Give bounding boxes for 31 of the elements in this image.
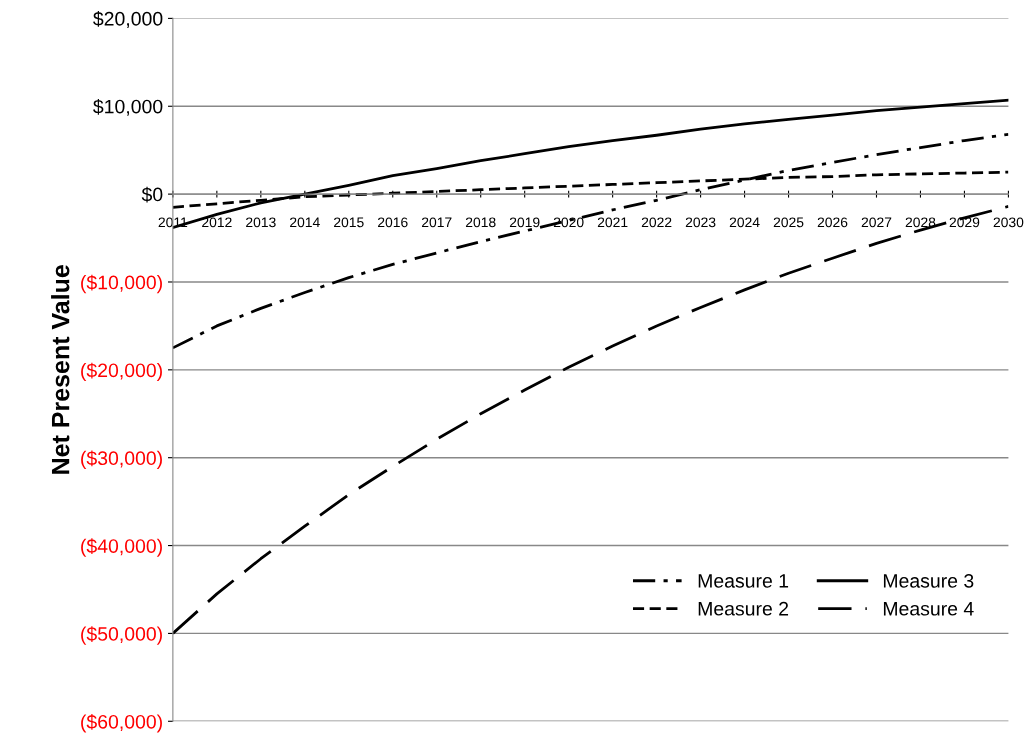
- x-tick-label: 2015: [334, 217, 364, 228]
- legend-label: Measure 4: [883, 602, 974, 616]
- x-tick-label: 2013: [246, 217, 276, 228]
- legend-label: Measure 3: [883, 573, 974, 588]
- x-tick-label: 2025: [773, 217, 804, 228]
- x-tick-label: 2019: [509, 217, 540, 228]
- legend-label: Measure 2: [698, 601, 789, 616]
- y-tick-label: $10,000: [93, 98, 163, 116]
- x-tick-label: 2029: [949, 217, 980, 228]
- legend-label: Measure 1: [698, 574, 789, 588]
- x-tick-label: 2022: [641, 217, 672, 228]
- y-tick-label: ($60,000): [81, 714, 162, 733]
- x-tick-label: 2026: [817, 217, 848, 228]
- y-axis-title: Net Present Value: [51, 265, 70, 474]
- y-tick-label: $20,000: [93, 11, 163, 28]
- x-tick-label: 2024: [729, 217, 760, 228]
- x-tick-label: 2030: [993, 217, 1024, 228]
- x-tick-label: 2023: [685, 217, 716, 228]
- y-tick-label: $0: [141, 186, 163, 203]
- y-tick-label: ($50,000): [81, 626, 162, 645]
- y-tick-label: ($40,000): [81, 538, 162, 557]
- x-tick-label: 2016: [378, 217, 408, 228]
- y-tick-label: ($30,000): [81, 450, 162, 469]
- x-tick-label: 2014: [290, 217, 320, 228]
- x-tick-label: 2018: [465, 217, 496, 228]
- x-tick-label: 2027: [861, 217, 892, 228]
- x-tick-label: 2021: [597, 217, 628, 228]
- x-tick-label: 2012: [202, 217, 232, 228]
- y-tick-label: ($10,000): [81, 274, 162, 294]
- y-tick-label: ($20,000): [81, 362, 162, 382]
- x-tick-label: 2017: [421, 217, 452, 228]
